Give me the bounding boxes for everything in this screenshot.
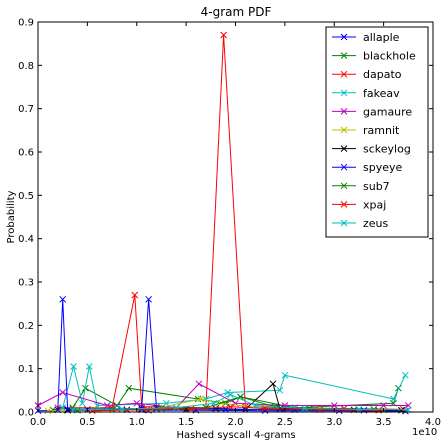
plot-series-group (34, 31, 412, 415)
data-point-zeus (251, 402, 259, 409)
x-tick-label: 2.5 (277, 417, 293, 428)
data-point-fakeav (390, 395, 397, 403)
y-axis-label: Probability (6, 190, 17, 243)
chart-title: 4-gram PDF (201, 5, 272, 19)
data-point-dapato (220, 31, 228, 39)
y-axis-ticks: 0.0 0.1 0.2 0.3 0.4 0.5 0.6 0.7 0.8 0.9 (18, 18, 433, 419)
x-tick-label: 0.0 (30, 417, 46, 428)
data-point-zeus (301, 405, 308, 412)
legend-label-dapato: dapato (363, 68, 402, 81)
y-tick-label: 0.7 (18, 104, 34, 115)
data-point-sub7 (237, 393, 244, 401)
legend-label-allaple: allaple (363, 31, 400, 44)
x-axis-label: Hashed syscall 4-grams (176, 430, 295, 441)
x-axis-ticks: 0.0 0.5 1.0 1.5 2.0 2.5 3.0 3.5 4.0 (30, 22, 441, 428)
x-tick-label: 1.5 (178, 417, 194, 428)
data-point-xpaj (88, 407, 96, 415)
data-point-fakeav (59, 404, 67, 412)
y-tick-label: 0.8 (18, 61, 34, 72)
data-point-ramnit (197, 395, 205, 403)
legend-label-gamaure: gamaure (363, 105, 412, 118)
data-point-gamaure (330, 402, 338, 409)
legend: allaple blackhole dapato fakeav gamaure ramni… (325, 26, 429, 238)
legend-marker-fakeav (340, 89, 348, 97)
x-axis-offset-label: 1e10 (412, 427, 437, 438)
data-point-fakeav (281, 371, 289, 379)
legend-label-xpaj: xpaj (363, 198, 386, 211)
legend-label-fakeav: fakeav (363, 87, 400, 100)
x-tick-label: 0.5 (79, 417, 95, 428)
legend-marker-allaple (340, 33, 348, 41)
data-point-zeus (210, 399, 218, 407)
data-point-fakeav (276, 386, 284, 394)
legend-marker-dapato (340, 70, 348, 78)
x-tick-label: 3.5 (376, 417, 392, 428)
x-tick-label: 2.0 (228, 417, 244, 428)
data-point-sckeylog (269, 380, 277, 388)
data-point-dapato (131, 291, 139, 299)
y-tick-label: 0.0 (18, 408, 34, 419)
y-tick-label: 0.5 (18, 191, 34, 202)
data-point-sckeylog (212, 405, 220, 412)
legend-label-blackhole: blackhole (363, 50, 416, 63)
data-point-blackhole (113, 402, 121, 409)
data-point-dapato (242, 403, 249, 411)
y-tick-label: 0.4 (18, 234, 34, 245)
y-tick-label: 0.3 (18, 278, 34, 289)
x-tick-label: 4.0 (425, 417, 441, 428)
data-point-blackhole (194, 395, 202, 403)
data-point-fakeav (163, 399, 170, 407)
x-tick-label: 3.0 (326, 417, 342, 428)
legend-label-spyeye: spyeye (363, 161, 403, 174)
legend-label-sckeylog: sckeylog (363, 143, 411, 156)
legend-box (325, 26, 429, 238)
y-tick-label: 0.2 (18, 321, 34, 332)
y-tick-label: 0.6 (18, 148, 34, 159)
data-point-gamaure (133, 399, 141, 407)
series-line-fakeav (62, 366, 406, 408)
data-point-zeus (355, 406, 363, 413)
legend-label-sub7: sub7 (363, 180, 390, 193)
legend-marker-blackhole (340, 52, 348, 59)
legend-marker-sckeylog (340, 145, 348, 152)
y-tick-label: 0.9 (18, 18, 34, 29)
series-fakeav (59, 363, 409, 412)
x-tick-label: 1.0 (129, 417, 145, 428)
data-point-xpaj (227, 403, 234, 411)
data-point-fakeav (224, 389, 231, 396)
data-point-zeus (227, 391, 234, 399)
data-point-fakeav (401, 371, 409, 379)
legend-marker-ramnit (340, 126, 348, 134)
legend-label-ramnit: ramnit (363, 124, 400, 137)
data-point-ramnit (44, 407, 52, 415)
data-point-fakeav (85, 363, 93, 370)
data-point-fakeav (70, 363, 77, 370)
data-point-sub7 (202, 404, 210, 412)
y-tick-label: 0.1 (18, 364, 34, 375)
data-point-spyeye (59, 295, 67, 303)
data-point-zeus (172, 404, 180, 412)
data-point-xpaj (187, 405, 195, 413)
legend-marker-xpaj (340, 201, 348, 208)
data-point-gamaure (195, 380, 203, 388)
data-point-zeus (118, 405, 126, 413)
data-point-gamaure (59, 389, 67, 396)
legend-marker-gamaure (340, 108, 348, 115)
legend-marker-spyeye (340, 163, 348, 171)
data-point-blackhole (125, 384, 133, 392)
series-xpaj (88, 403, 383, 415)
data-point-fakeav (79, 399, 86, 407)
legend-marker-zeus (340, 219, 348, 227)
data-point-spyeye (145, 295, 152, 303)
legend-label-zeus: zeus (363, 217, 389, 230)
data-point-gamaure (103, 402, 111, 409)
legend-marker-sub7 (340, 182, 348, 190)
